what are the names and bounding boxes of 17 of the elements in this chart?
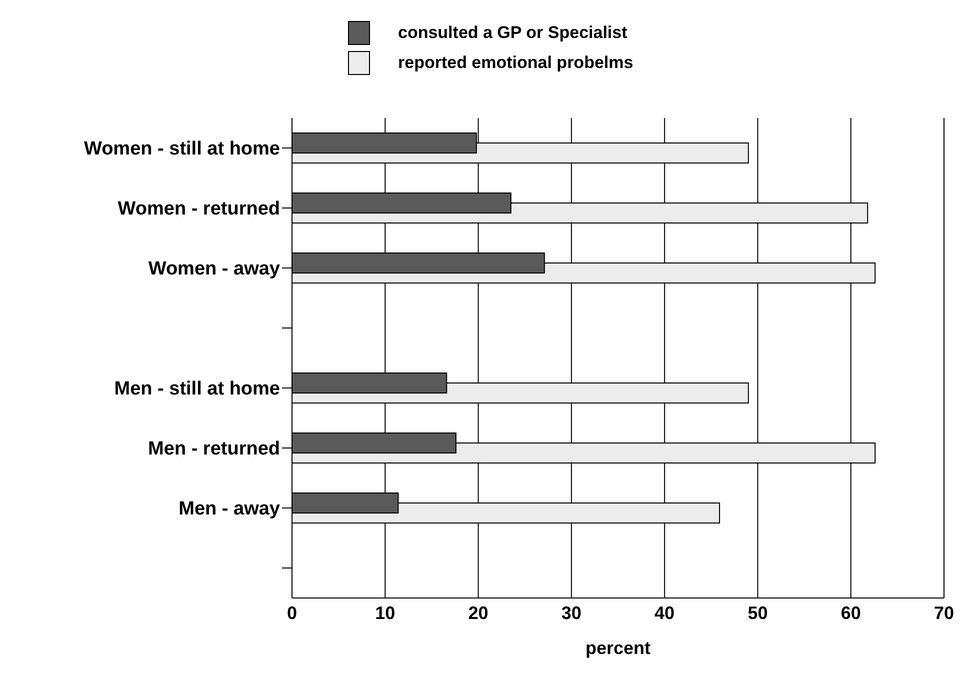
x-tick-label: 60 — [840, 602, 861, 623]
x-axis-title: percent — [585, 638, 651, 658]
x-tick-label: 70 — [934, 602, 954, 623]
legend-label: reported emotional probelms — [398, 53, 634, 73]
x-tick-label: 50 — [748, 602, 768, 623]
x-tick-label: 20 — [468, 602, 488, 623]
x-tick-label: 40 — [654, 602, 675, 623]
x-tick-label: 10 — [375, 602, 396, 623]
x-tick-label: 0 — [286, 602, 298, 623]
x-tick-label: 30 — [561, 602, 582, 623]
y-tick-label: Women - away — [148, 258, 280, 280]
y-tick-label: Men - still at home — [114, 378, 280, 400]
y-tick-label: Women - returned — [118, 198, 280, 220]
y-tick-label: Women - still at home — [84, 138, 280, 160]
y-tick-label: Men - returned — [148, 438, 280, 460]
legend-label: consulted a GP or Specialist — [398, 23, 628, 43]
y-tick-label: Men - away — [178, 498, 280, 520]
